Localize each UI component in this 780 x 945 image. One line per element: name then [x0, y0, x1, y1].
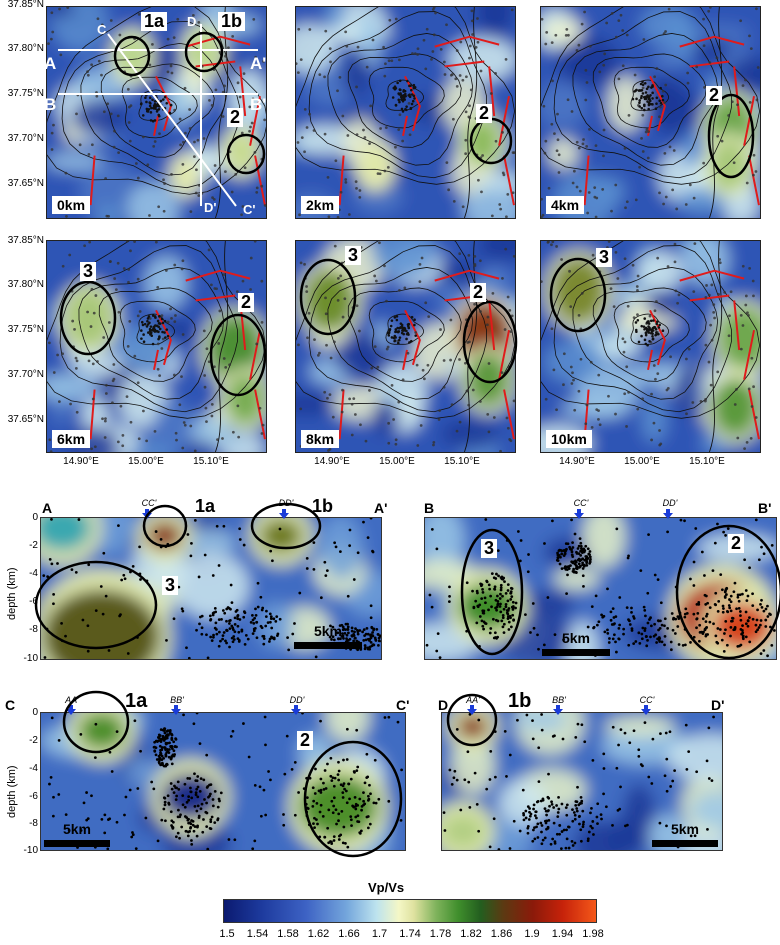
colorbar-title: Vp/Vs — [368, 880, 405, 895]
lat-tick: 37.65°N — [7, 414, 44, 425]
anomaly-label-3: 3 — [481, 539, 498, 558]
section-start-label: C — [5, 697, 16, 713]
section-dd — [441, 712, 723, 851]
profile-label-b-prime: B' — [250, 95, 267, 114]
anomaly-label-3: 3 — [80, 262, 97, 281]
scale-bar: 5km — [294, 623, 362, 649]
depth-axis-label: depth (km) — [6, 765, 18, 818]
section-end-label: D' — [711, 697, 725, 713]
section-marker: AA' — [466, 695, 480, 705]
lon-tick: 14.90°E — [314, 456, 350, 467]
profile-label-a: A — [44, 54, 57, 73]
profile-label-b: B — [44, 95, 57, 114]
colorbar-tick-label: 1.78 — [429, 928, 452, 940]
anomaly-label-3: 3 — [162, 576, 179, 595]
anomaly-label-3: 3 — [345, 246, 362, 265]
section-marker: DD' — [289, 695, 305, 705]
anomaly-label-1a: 1a — [125, 690, 148, 712]
colorbar-tick-label: 1.58 — [277, 928, 299, 940]
depth-label: 2km — [301, 196, 340, 214]
colorbar-tick-label: 1.82 — [460, 928, 482, 940]
lon-tick: 14.90°E — [559, 456, 595, 467]
lat-tick: 37.75°N — [7, 324, 44, 335]
anomaly-label-2: 2 — [476, 104, 493, 123]
lon-tick: 15.10°E — [689, 456, 725, 467]
lon-tick: 15.00°E — [379, 456, 415, 467]
lon-tick: 15.00°E — [128, 456, 164, 467]
section-marker: AA' — [65, 695, 79, 705]
depth-label: 6km — [52, 430, 91, 448]
section-marker: DD' — [662, 498, 678, 508]
anomaly-label-2: 2 — [728, 534, 745, 553]
map-panel — [540, 240, 761, 453]
section-start-label: D — [438, 697, 449, 713]
scale-bar: 5km — [542, 630, 610, 656]
depth-axis-label: depth (km) — [6, 567, 18, 620]
section-marker: DD' — [278, 498, 294, 508]
depth-label: 0km — [52, 196, 91, 214]
scale-bar: 5km — [652, 821, 718, 847]
section-marker: CC' — [573, 498, 589, 508]
depth-label: 10km — [546, 430, 592, 448]
section-marker: CC' — [141, 498, 157, 508]
section-marker: CC' — [639, 695, 655, 705]
profile-label-d: D — [187, 14, 197, 29]
lat-tick: 37.85°N — [7, 235, 44, 246]
map-panel — [295, 240, 516, 453]
anomaly-label-3: 3 — [596, 248, 613, 267]
section-start-label: A — [42, 500, 53, 516]
anomaly-label-1b: 1b — [312, 496, 334, 516]
map-panel — [540, 6, 761, 219]
colorbar-tick-label: 1.98 — [582, 928, 604, 940]
colorbar-tick-label: 1.9 — [524, 928, 540, 940]
lon-tick: 15.10°E — [193, 456, 229, 467]
lat-tick: 37.65°N — [7, 178, 44, 189]
anomaly-label-1a: 1a — [141, 12, 168, 31]
lon-tick: 14.90°E — [63, 456, 99, 467]
colorbar-tick-label: 1.5 — [219, 928, 235, 940]
section-end-label: A' — [374, 500, 388, 516]
colorbar-tick-label: 1.86 — [490, 928, 513, 940]
depth-label: 4km — [546, 196, 585, 214]
colorbar — [223, 899, 597, 923]
lat-tick: 37.80°N — [7, 43, 44, 54]
anomaly-label-1b: 1b — [508, 690, 532, 712]
section-start-label: B — [424, 500, 435, 516]
lat-tick: 37.70°N — [7, 133, 44, 144]
section-marker: BB' — [170, 695, 184, 705]
colorbar-tick-label: 1.74 — [399, 928, 421, 940]
depth-label: 8km — [301, 430, 340, 448]
anomaly-label-2: 2 — [470, 283, 487, 302]
anomaly-label-1a: 1a — [195, 496, 216, 516]
lat-tick: 37.75°N — [7, 88, 44, 99]
lat-tick: 37.70°N — [7, 369, 44, 380]
anomaly-label-2: 2 — [706, 86, 723, 105]
anomaly-label-2: 2 — [227, 108, 244, 127]
section-end-label: B' — [758, 500, 772, 516]
anomaly-label-2: 2 — [238, 293, 255, 312]
anomaly-label-2: 2 — [297, 731, 314, 750]
lon-tick: 15.10°E — [444, 456, 480, 467]
profile-label-a-prime: A' — [250, 54, 267, 73]
lon-tick: 15.00°E — [624, 456, 660, 467]
profile-label-c-prime: C' — [243, 202, 256, 217]
lat-tick: 37.85°N — [7, 0, 44, 10]
profile-label-d-prime: D' — [204, 200, 217, 215]
colorbar-tick-label: 1.94 — [551, 928, 574, 940]
colorbar-tick-label: 1.62 — [307, 928, 330, 940]
profile-lines — [58, 24, 266, 207]
section-end-label: C' — [396, 697, 410, 713]
scale-bar: 5km — [44, 821, 110, 847]
anomaly-label-1b: 1b — [218, 12, 246, 31]
colorbar-tick-label: 1.54 — [246, 928, 269, 940]
section-marker: BB' — [552, 695, 566, 705]
lat-tick: 37.80°N — [7, 279, 44, 290]
colorbar-tick-label: 1.7 — [371, 928, 388, 940]
profile-label-c: C — [97, 22, 107, 37]
colorbar-tick-label: 1.66 — [338, 928, 360, 940]
